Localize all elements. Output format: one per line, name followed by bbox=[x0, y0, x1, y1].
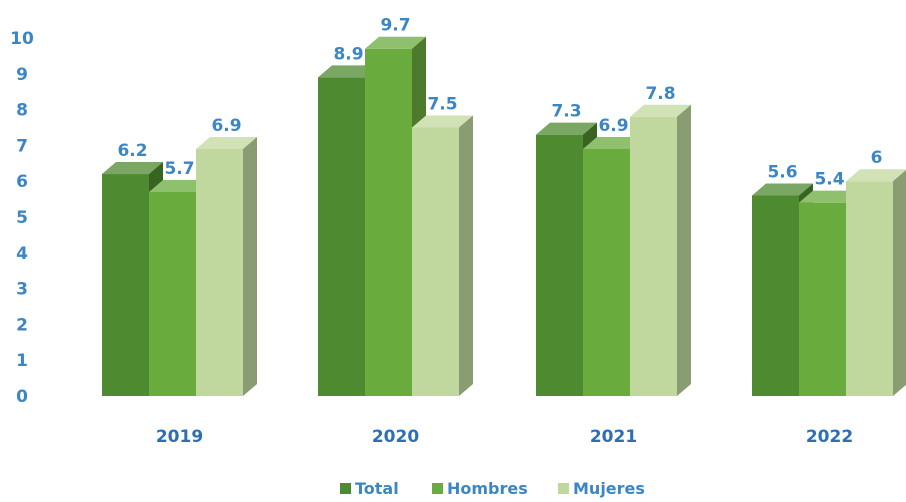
data-label-total-2021: 7.3 bbox=[551, 102, 581, 122]
data-labels: 6.2 5.7 6.9 8.9 9.7 7.5 7.3 6.9 7.8 5.6 5.4 6 bbox=[117, 16, 882, 190]
data-label-total-2019: 6.2 bbox=[117, 141, 147, 161]
data-label-hombres-2022: 5.4 bbox=[814, 170, 844, 190]
legend-label-mujeres: Mujeres bbox=[573, 479, 645, 498]
legend-label-hombres: Hombres bbox=[447, 479, 528, 498]
bar-mujeres-2022 bbox=[846, 169, 906, 396]
y-tick-label: 9 bbox=[16, 65, 28, 85]
bar-mujeres-2021 bbox=[630, 104, 691, 396]
x-tick-label: 2020 bbox=[372, 427, 419, 447]
y-tick-label: 1 bbox=[16, 351, 28, 371]
legend-label-total: Total bbox=[355, 479, 399, 498]
y-tick-label: 2 bbox=[16, 315, 28, 335]
data-label-hombres-2020: 9.7 bbox=[380, 16, 410, 36]
legend-swatch-hombres bbox=[432, 483, 443, 494]
data-label-mujeres-2022: 6 bbox=[871, 148, 883, 168]
y-tick-label: 6 bbox=[16, 172, 28, 192]
legend-swatch-mujeres bbox=[558, 483, 569, 494]
y-tick-label: 0 bbox=[16, 387, 28, 407]
bar-mujeres-2020 bbox=[412, 115, 473, 396]
bar-total-2022 bbox=[752, 183, 813, 396]
plot-area bbox=[102, 36, 906, 397]
y-tick-label: 8 bbox=[16, 101, 28, 121]
data-label-total-2020: 8.9 bbox=[333, 44, 363, 64]
legend: Total Hombres Mujeres bbox=[340, 479, 645, 498]
data-label-mujeres-2021: 7.8 bbox=[645, 84, 675, 104]
data-label-mujeres-2020: 7.5 bbox=[427, 95, 457, 115]
bar-mujeres-2019 bbox=[196, 136, 257, 397]
y-tick-label: 7 bbox=[16, 136, 28, 156]
data-label-hombres-2019: 5.7 bbox=[164, 159, 194, 179]
y-tick-label: 5 bbox=[16, 208, 28, 228]
legend-swatch-total bbox=[340, 483, 351, 494]
y-tick-label: 10 bbox=[10, 29, 34, 49]
x-tick-label: 2022 bbox=[806, 427, 853, 447]
data-label-total-2022: 5.6 bbox=[767, 163, 797, 183]
y-axis: 0 1 2 3 4 5 6 7 8 9 10 bbox=[10, 29, 34, 407]
data-label-hombres-2021: 6.9 bbox=[598, 116, 628, 136]
data-label-mujeres-2019: 6.9 bbox=[211, 116, 241, 136]
x-tick-label: 2019 bbox=[156, 427, 203, 447]
x-axis: 2019 2020 2021 2022 bbox=[156, 427, 853, 447]
y-tick-label: 4 bbox=[16, 244, 28, 264]
x-tick-label: 2021 bbox=[590, 427, 637, 447]
y-tick-label: 3 bbox=[16, 280, 28, 300]
